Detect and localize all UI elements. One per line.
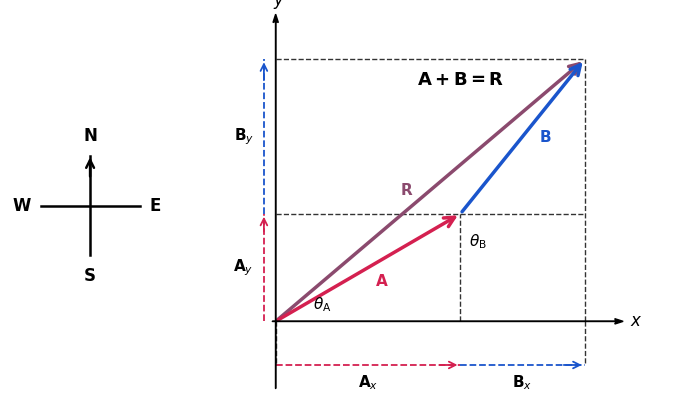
Text: S: S [84, 267, 96, 285]
Text: E: E [149, 197, 161, 215]
Text: $\mathbf{A}$: $\mathbf{A}$ [374, 273, 388, 289]
Text: $y$: $y$ [273, 0, 286, 11]
Text: $\theta_\mathrm{B}$: $\theta_\mathrm{B}$ [468, 233, 486, 251]
FancyArrow shape [272, 319, 623, 324]
Text: W: W [12, 197, 31, 215]
Text: $\mathbf{A}_x$: $\mathbf{A}_x$ [358, 374, 378, 392]
Text: $\mathbf{R}$: $\mathbf{R}$ [400, 182, 413, 198]
FancyArrow shape [273, 14, 279, 389]
Text: N: N [83, 127, 97, 145]
Text: $\mathbf{B}_y$: $\mathbf{B}_y$ [234, 126, 254, 147]
Text: $\theta_\mathrm{A}$: $\theta_\mathrm{A}$ [313, 295, 331, 314]
Text: $\mathbf{A + B = R}$: $\mathbf{A + B = R}$ [416, 71, 504, 89]
Text: $x$: $x$ [630, 312, 642, 330]
Text: $\mathbf{B}$: $\mathbf{B}$ [539, 129, 552, 145]
Text: $\mathbf{B}_x$: $\mathbf{B}_x$ [512, 374, 532, 392]
Text: $\mathbf{A}_y$: $\mathbf{A}_y$ [234, 258, 254, 278]
